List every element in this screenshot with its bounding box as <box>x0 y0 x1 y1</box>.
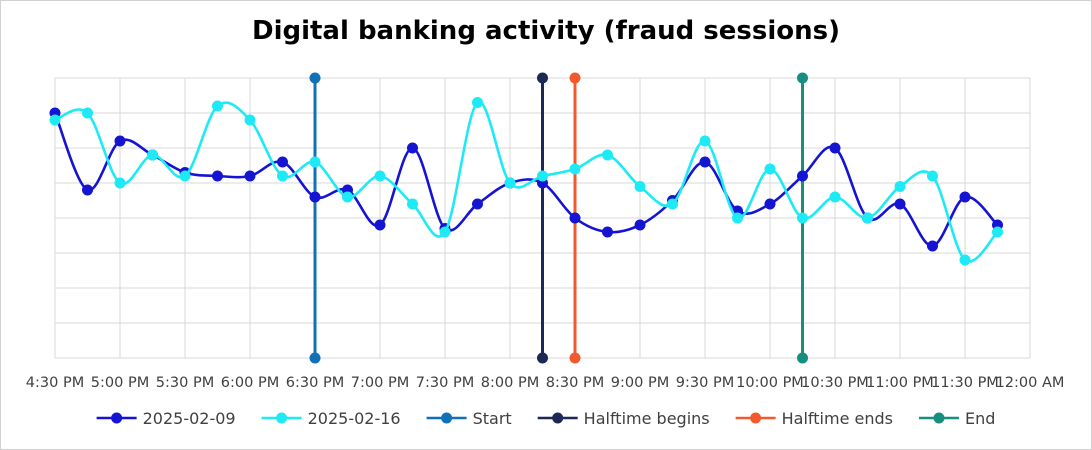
x-tick-label: 11:30 PM <box>931 375 999 391</box>
data-point <box>894 198 906 210</box>
data-point <box>992 226 1003 238</box>
data-point <box>699 156 711 168</box>
data-point <box>959 254 971 266</box>
data-point <box>147 149 158 161</box>
data-point <box>569 212 581 224</box>
data-point <box>634 181 646 192</box>
data-point <box>634 219 646 231</box>
marker-cap-bottom <box>569 352 581 364</box>
series-group <box>49 97 1003 266</box>
x-axis-ticks: 4:30 PM 5:00 PM 5:30 PM 6:00 PM 6:30 PM 7:00 … <box>26 375 1065 391</box>
x-tick-label: 10:00 PM <box>736 375 804 391</box>
data-point <box>927 240 938 252</box>
data-point <box>309 156 321 168</box>
data-point <box>82 107 93 119</box>
x-tick-label: 6:00 PM <box>221 375 279 391</box>
x-tick-label: 7:30 PM <box>416 375 474 391</box>
data-point <box>82 184 93 196</box>
x-tick-label: 9:30 PM <box>676 375 734 391</box>
marker-cap-bottom <box>537 352 548 364</box>
x-tick-label: 8:00 PM <box>481 375 539 391</box>
data-point <box>927 170 938 182</box>
x-tick-label: 8:30 PM <box>546 375 604 391</box>
data-point <box>797 212 808 224</box>
data-point <box>342 191 353 203</box>
data-point <box>764 198 776 210</box>
legend-swatch-dot <box>750 412 762 424</box>
data-point <box>829 191 841 203</box>
legend-label: 2025-02-09 <box>143 409 236 428</box>
x-tick-label: 9:00 PM <box>611 375 669 391</box>
data-point <box>894 181 906 192</box>
data-point <box>504 177 516 189</box>
data-point <box>472 97 483 108</box>
legend-label: Halftime begins <box>584 409 710 428</box>
data-point <box>407 198 418 210</box>
legend-label: Halftime ends <box>782 409 893 428</box>
legend-item: End <box>918 409 995 428</box>
legend-swatch-dot <box>552 412 564 424</box>
data-point <box>277 156 288 168</box>
data-point <box>374 219 386 231</box>
legend-item: 2025-02-16 <box>261 409 401 428</box>
marker-cap-bottom <box>309 352 321 364</box>
series-line <box>53 112 999 248</box>
data-point <box>439 226 451 238</box>
x-tick-label: 5:30 PM <box>156 375 214 391</box>
data-point <box>732 212 743 224</box>
x-tick-label: 4:30 PM <box>26 375 84 391</box>
data-point <box>829 142 841 154</box>
x-tick-label: 10:30 PM <box>801 375 869 391</box>
data-point <box>309 191 321 203</box>
data-point <box>667 198 678 210</box>
data-point <box>179 170 191 182</box>
data-point <box>537 170 548 182</box>
marker-cap-bottom <box>797 352 808 364</box>
legend-item: Halftime ends <box>735 409 893 428</box>
data-point <box>212 100 223 112</box>
data-point <box>49 114 61 126</box>
x-tick-label: 11:00 PM <box>866 375 934 391</box>
data-point <box>797 170 808 182</box>
data-point <box>212 170 223 182</box>
legend-swatch-dot <box>276 412 288 424</box>
data-point <box>472 198 483 210</box>
marker-cap-top <box>797 72 808 84</box>
data-point <box>114 177 126 189</box>
marker-cap-top <box>537 72 548 84</box>
marker-cap-top <box>309 72 321 84</box>
data-point <box>277 170 288 182</box>
x-tick-label: 5:00 PM <box>91 375 149 391</box>
data-point <box>407 142 418 154</box>
legend-swatch-dot <box>111 412 123 424</box>
series-line <box>54 100 999 263</box>
marker-cap-top <box>569 72 581 84</box>
data-point <box>699 135 711 147</box>
data-point <box>569 163 581 175</box>
chart-title: Digital banking activity (fraud sessions… <box>251 16 841 46</box>
data-point <box>764 163 776 175</box>
x-tick-label: 6:30 PM <box>286 375 344 391</box>
data-point <box>602 149 613 161</box>
data-point <box>959 191 971 203</box>
legend-label: 2025-02-16 <box>308 409 401 428</box>
legend: 2025-02-09 2025-02-16 Start Halftime begins… <box>96 409 995 428</box>
legend-label: Start <box>473 409 512 428</box>
data-point <box>244 114 256 126</box>
data-point <box>602 226 613 238</box>
legend-item: Start <box>426 409 512 428</box>
legend-swatch-dot <box>441 412 453 424</box>
legend-label: End <box>965 409 995 428</box>
x-tick-label: 7:00 PM <box>351 375 409 391</box>
legend-item: 2025-02-09 <box>96 409 236 428</box>
data-point <box>244 170 256 182</box>
x-tick-label: 12:00 AM <box>996 375 1065 391</box>
legend-swatch-dot <box>933 412 945 424</box>
data-point <box>114 135 126 147</box>
data-point <box>862 212 873 224</box>
data-point <box>374 170 386 182</box>
legend-item: Halftime begins <box>537 409 710 428</box>
